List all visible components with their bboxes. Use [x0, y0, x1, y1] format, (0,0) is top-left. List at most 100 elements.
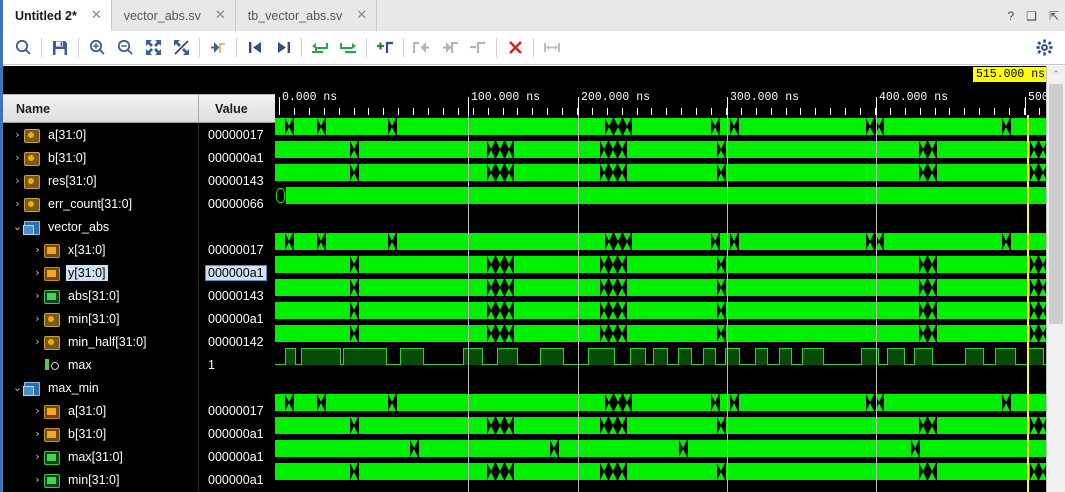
zoom-in-icon[interactable] [83, 34, 111, 62]
cursor-line[interactable] [876, 115, 877, 492]
add-marker-icon[interactable] [371, 34, 399, 62]
maximize-button[interactable]: ❑ [1026, 8, 1037, 23]
tree-row-name[interactable]: ⌄ max_min [3, 376, 199, 399]
waveform-row-a[31:0][interactable] [275, 391, 1049, 414]
tree-row-value[interactable]: 000000a1 [199, 445, 275, 468]
column-header-value[interactable]: Value [199, 95, 275, 122]
chevron-right-icon[interactable]: › [15, 128, 20, 141]
tree-row-name[interactable]: max [3, 353, 199, 376]
tree-row-name[interactable]: › y[31:0] [3, 261, 199, 284]
previous-marker-icon[interactable] [408, 34, 436, 62]
tree-row-value[interactable] [199, 215, 275, 238]
chevron-right-icon[interactable]: › [35, 473, 40, 486]
tree-row[interactable]: › max[31:0] 000000a1 [3, 445, 275, 468]
waveform-row-max[31:0][interactable] [275, 437, 1049, 460]
tree-row[interactable]: › min[31:0] 000000a1 [3, 468, 275, 491]
next-marker-icon[interactable] [436, 34, 464, 62]
tree-row-name[interactable]: › err_count[31:0] [3, 192, 199, 215]
chevron-right-icon[interactable]: › [35, 289, 40, 302]
tree-row[interactable]: › abs[31:0] 00000143 [3, 284, 275, 307]
tree-row-name[interactable]: › x[31:0] [3, 238, 199, 261]
waveform-row-b[31:0][interactable] [275, 414, 1049, 437]
column-header-name[interactable]: Name [3, 95, 199, 122]
tree-row[interactable]: › y[31:0] 000000a1 [3, 261, 275, 284]
tree-row-value[interactable]: 000000a1 [199, 261, 275, 284]
delete-icon[interactable] [501, 34, 529, 62]
tree-row[interactable]: › err_count[31:0] 00000066 [3, 192, 275, 215]
waveform-row-max[interactable] [275, 345, 1049, 368]
chevron-down-icon[interactable]: ⌄ [12, 381, 23, 394]
measure-icon[interactable] [538, 34, 566, 62]
scrollbar-thumb[interactable] [1049, 84, 1063, 324]
tree-row[interactable]: ⌄ max_min [3, 376, 275, 399]
tree-row-value[interactable]: 000000a1 [199, 468, 275, 491]
tree-row-value[interactable]: 00000017 [199, 238, 275, 261]
tree-row-value[interactable]: 1 [199, 353, 275, 376]
tab-2[interactable]: tb_vector_abs.sv ✕ [235, 0, 378, 31]
time-ruler[interactable]: 0.000 ns 100.000 ns 200.000 ns 300.000 ns 40… [275, 66, 1049, 115]
tree-row[interactable]: › x[31:0] 00000017 [3, 238, 275, 261]
gear-icon[interactable] [1036, 39, 1053, 59]
tab-0[interactable]: Untitled 2* ✕ [3, 0, 112, 31]
tree-row-name[interactable]: › min[31:0] [3, 307, 199, 330]
tree-row-value[interactable]: 00000017 [199, 399, 275, 422]
tree-row[interactable]: max 1 [3, 353, 275, 376]
waveform-row-x[31:0][interactable] [275, 230, 1049, 253]
time-marker-line[interactable] [1027, 115, 1029, 492]
tab-1[interactable]: vector_abs.sv ✕ [111, 0, 236, 31]
tree-row-name[interactable]: › a[31:0] [3, 123, 199, 146]
tree-row-value[interactable]: 000000a1 [199, 422, 275, 445]
zoom-cancel-icon[interactable] [167, 34, 195, 62]
next-transition-icon[interactable] [334, 34, 362, 62]
previous-transition-icon[interactable] [306, 34, 334, 62]
tree-row-name[interactable]: › max[31:0] [3, 445, 199, 468]
tree-row-value[interactable]: 00000143 [199, 284, 275, 307]
chevron-right-icon[interactable]: › [15, 174, 20, 187]
tree-row-name[interactable]: › res[31:0] [3, 169, 199, 192]
cursor-line[interactable] [468, 115, 469, 492]
tree-row[interactable]: › res[31:0] 00000143 [3, 169, 275, 192]
chevron-right-icon[interactable]: › [15, 197, 20, 210]
zoom-out-icon[interactable] [111, 34, 139, 62]
go-to-end-icon[interactable] [269, 34, 297, 62]
tree-row-name[interactable]: › min[31:0] [3, 468, 199, 491]
waveform-row-b[31:0][interactable] [275, 138, 1049, 161]
scroll-up-button[interactable]: ⌃ [1052, 69, 1060, 80]
tree-row-value[interactable]: 000000a1 [199, 307, 275, 330]
chevron-right-icon[interactable]: › [35, 266, 40, 279]
chevron-right-icon[interactable]: › [35, 427, 40, 440]
cursor-line[interactable] [727, 115, 728, 492]
remove-marker-icon[interactable] [464, 34, 492, 62]
cursor-line[interactable] [578, 115, 579, 492]
go-to-start-icon[interactable] [241, 34, 269, 62]
tree-row-name[interactable]: › a[31:0] [3, 399, 199, 422]
tree-row[interactable]: ⌄ vector_abs [3, 215, 275, 238]
waveform-row-vector_abs[interactable] [275, 207, 1049, 230]
tree-row[interactable]: › b[31:0] 000000a1 [3, 422, 275, 445]
tree-row[interactable]: › a[31:0] 00000017 [3, 123, 275, 146]
tree-row-value[interactable]: 00000066 [199, 192, 275, 215]
help-button[interactable]: ? [1007, 8, 1015, 23]
tree-row-value[interactable]: 000000a1 [199, 146, 275, 169]
waveform-row-min[31:0][interactable] [275, 460, 1049, 483]
chevron-right-icon[interactable]: › [35, 404, 40, 417]
tree-row-name[interactable]: › b[31:0] [3, 146, 199, 169]
tree-row-value[interactable]: 00000142 [199, 330, 275, 353]
tree-row[interactable]: › a[31:0] 00000017 [3, 399, 275, 422]
waveform-row-err_count[31:0][interactable] [275, 184, 1049, 207]
waveform-row-abs[31:0][interactable] [275, 276, 1049, 299]
chevron-down-icon[interactable]: ⌄ [12, 220, 23, 233]
save-icon[interactable] [46, 34, 74, 62]
float-button[interactable]: ⇱ [1048, 8, 1059, 23]
waveform-row-min[31:0][interactable] [275, 299, 1049, 322]
waveform-row-a[31:0][interactable] [275, 115, 1049, 138]
tree-row-value[interactable]: 00000017 [199, 123, 275, 146]
close-icon[interactable]: ✕ [214, 8, 226, 23]
tree-row-value[interactable]: 00000143 [199, 169, 275, 192]
close-icon[interactable]: ✕ [90, 8, 102, 23]
tree-row-name[interactable]: › abs[31:0] [3, 284, 199, 307]
chevron-right-icon[interactable]: › [35, 335, 40, 348]
waveform-row-res[31:0][interactable] [275, 161, 1049, 184]
chevron-right-icon[interactable]: › [35, 312, 40, 325]
waveform-row-max_min[interactable] [275, 368, 1049, 391]
